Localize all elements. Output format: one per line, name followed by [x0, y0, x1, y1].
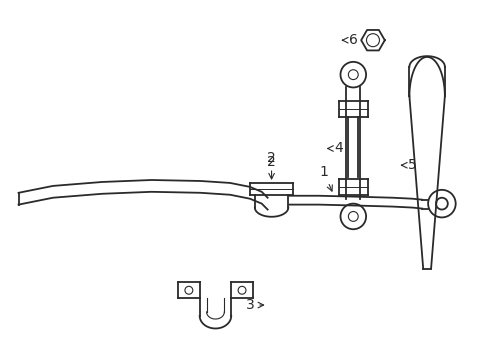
Text: 6: 6 [342, 33, 357, 47]
Text: 2: 2 [266, 155, 275, 169]
Text: 4: 4 [327, 141, 342, 156]
Text: 3: 3 [245, 298, 263, 312]
Text: 5: 5 [401, 158, 416, 172]
Text: 1: 1 [319, 165, 332, 191]
Text: 2: 2 [266, 151, 275, 179]
